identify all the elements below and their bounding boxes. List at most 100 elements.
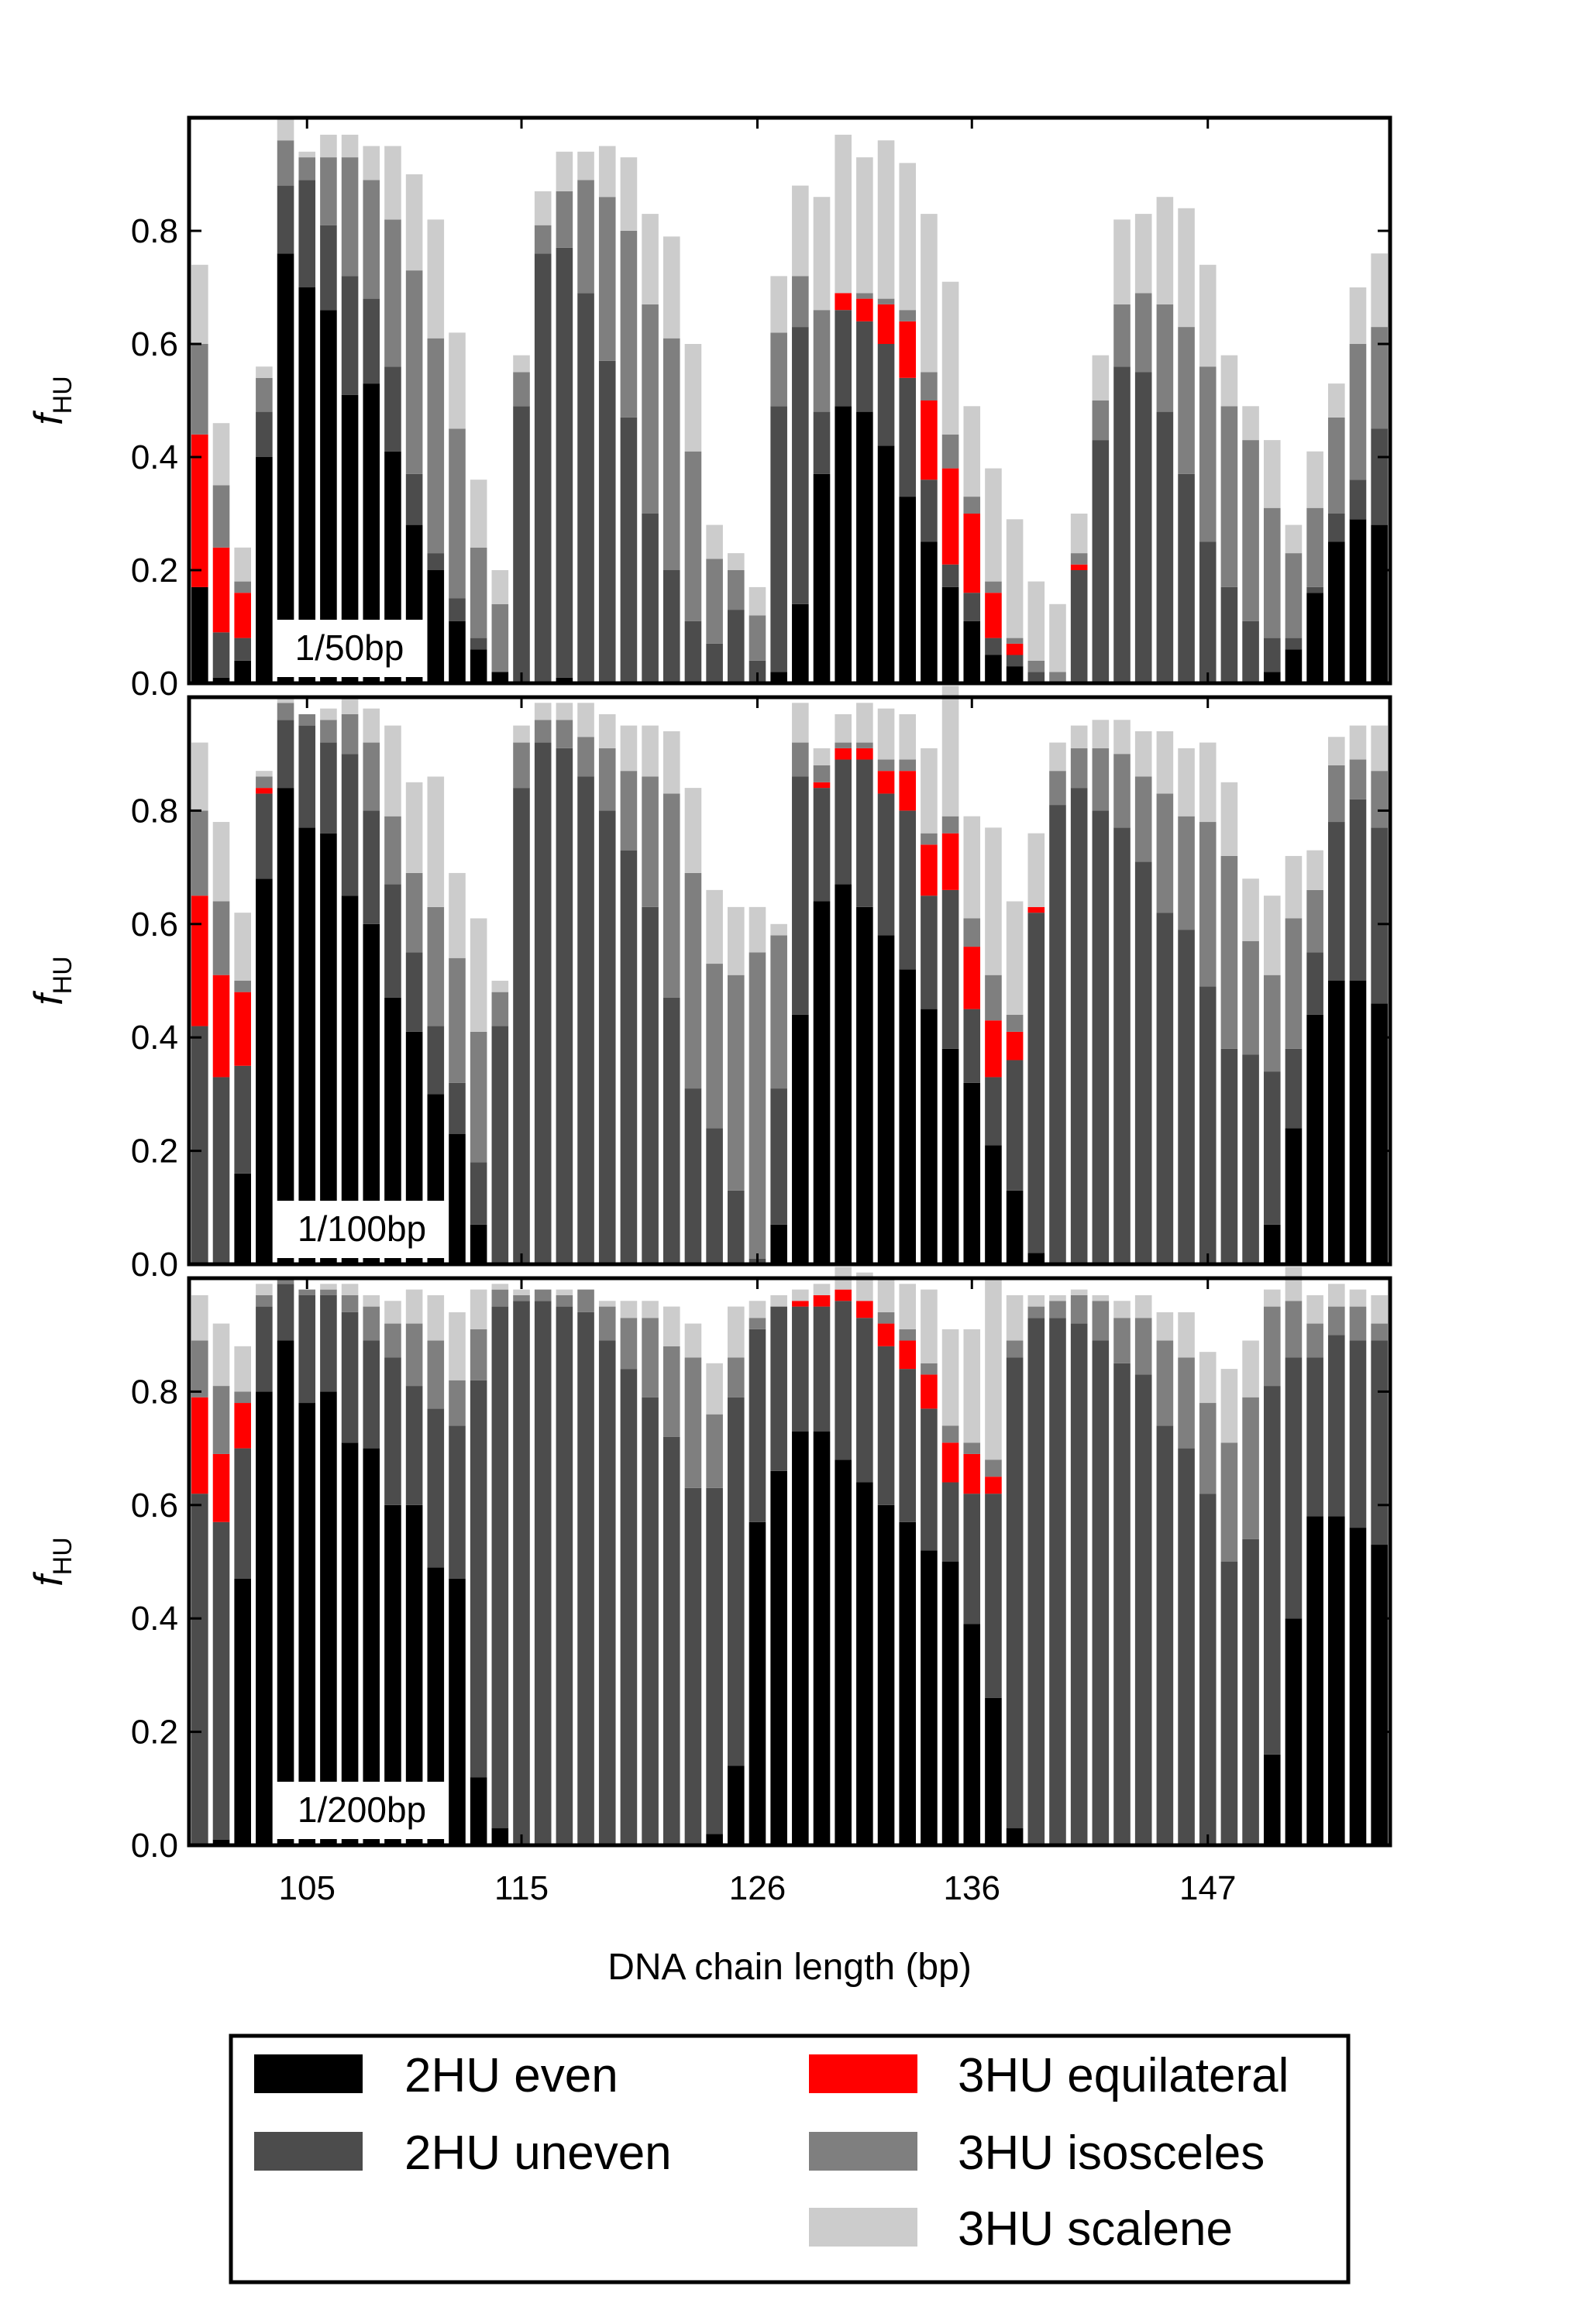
bar-segment-3hu-scalene	[1306, 850, 1323, 890]
bar-segment-2hu-uneven	[1049, 805, 1066, 1264]
bar-segment-3hu-equilateral	[899, 321, 917, 378]
bar-segment-2hu-even	[941, 586, 959, 683]
bar-segment-2hu-even	[985, 1697, 1002, 1845]
bar-segment-3hu-isosceles	[1371, 327, 1388, 429]
legend-swatch-2hu-uneven	[254, 2132, 363, 2171]
bar-segment-3hu-isosceles	[728, 1357, 745, 1397]
bar-segment-2hu-uneven	[427, 1408, 445, 1568]
bar-segment-3hu-scalene	[985, 1278, 1002, 1460]
bar-segment-3hu-scalene	[470, 918, 487, 1032]
bar-segment-2hu-uneven	[341, 276, 359, 395]
bar-segment-2hu-uneven	[470, 1380, 487, 1778]
bar-segment-2hu-even	[1285, 1618, 1303, 1845]
bar-segment-3hu-equilateral	[1006, 1031, 1024, 1061]
bar-segment-2hu-uneven	[642, 514, 659, 683]
bar-segment-3hu-isosceles	[1070, 553, 1088, 565]
bar-segment-2hu-even	[1006, 1828, 1024, 1845]
bar-segment-2hu-uneven	[1199, 541, 1217, 683]
bar-segment-2hu-uneven	[921, 480, 938, 542]
bar-segment-3hu-scalene	[405, 174, 423, 271]
bar-segment-3hu-isosceles	[256, 1294, 273, 1307]
bar-segment-3hu-scalene	[662, 1306, 680, 1346]
bar-segment-3hu-scalene	[556, 151, 573, 191]
bar-segment-3hu-isosceles	[792, 742, 809, 777]
bar-segment-3hu-isosceles	[749, 952, 766, 1259]
bar-segment-3hu-equilateral	[234, 1403, 251, 1449]
bar-segment-3hu-isosceles	[1006, 1014, 1024, 1032]
bar-segment-3hu-isosceles	[491, 1289, 509, 1307]
bar-segment-3hu-scalene	[1306, 1294, 1323, 1324]
bar-segment-3hu-equilateral	[921, 844, 938, 896]
y-tick-label: 0.4	[131, 438, 178, 476]
bar-segment-2hu-uneven	[1199, 1494, 1217, 1845]
bar-segment-3hu-scalene	[792, 185, 809, 277]
bar-segment-2hu-uneven	[1263, 638, 1281, 672]
bar-segment-3hu-scalene	[212, 822, 230, 902]
bar-segment-3hu-isosceles	[899, 310, 917, 321]
bar-segment-3hu-isosceles	[1220, 855, 1238, 1049]
bar-segment-2hu-uneven	[256, 411, 273, 457]
bar-segment-3hu-scalene	[1328, 383, 1345, 418]
bar-segment-2hu-uneven	[341, 1312, 359, 1443]
bar-segment-3hu-isosceles	[1242, 1397, 1259, 1539]
legend-swatch-2hu-even	[254, 2054, 363, 2093]
bar-segment-3hu-isosceles	[1220, 1442, 1238, 1562]
bar-segment-3hu-scalene	[1242, 878, 1259, 941]
bar-segment-3hu-equilateral	[813, 1294, 831, 1307]
bar-segment-3hu-scalene	[620, 157, 638, 231]
bar-segment-3hu-scalene	[534, 703, 552, 720]
bar-segment-3hu-isosceles	[320, 720, 337, 743]
bar-segment-2hu-even	[1263, 1224, 1281, 1264]
bar-segment-3hu-scalene	[1049, 742, 1066, 772]
bar-segment-2hu-uneven	[1285, 638, 1303, 650]
bar-segment-2hu-uneven	[1285, 1357, 1303, 1619]
bar-segment-3hu-isosceles	[963, 1442, 981, 1454]
bar-segment-3hu-isosceles	[1113, 304, 1131, 367]
bar-segment-3hu-isosceles	[963, 918, 981, 947]
bar-segment-2hu-uneven	[985, 1494, 1002, 1698]
bar-segment-2hu-even	[277, 788, 294, 1264]
bar-segment-3hu-scalene	[1285, 855, 1303, 919]
bar-segment-3hu-isosceles	[556, 1294, 573, 1307]
bar-segment-3hu-scalene	[813, 1284, 831, 1295]
bar-segment-2hu-uneven	[556, 247, 573, 678]
y-tick-label: 0.0	[131, 1246, 178, 1284]
bar-segment-3hu-scalene	[792, 703, 809, 743]
bar-segment-3hu-isosceles	[534, 1289, 552, 1301]
bar-segment-2hu-uneven	[728, 610, 745, 683]
bar-segment-2hu-uneven	[1306, 952, 1323, 1015]
bar-segment-3hu-isosceles	[620, 1318, 638, 1370]
bar-segment-2hu-even	[405, 1504, 423, 1845]
bar-segment-3hu-isosceles	[877, 1312, 895, 1324]
bar-segment-2hu-uneven	[620, 850, 638, 1264]
panel-3-y-label: fHU	[26, 1537, 77, 1587]
bar-segment-3hu-isosceles	[1027, 660, 1045, 672]
bar-segment-3hu-scalene	[662, 236, 680, 339]
panel-2-frame	[187, 695, 1392, 1267]
bar-segment-3hu-equilateral	[963, 514, 981, 593]
bar-segment-2hu-even	[728, 1765, 745, 1845]
bar-segment-2hu-uneven	[792, 327, 809, 604]
bar-segment-3hu-isosceles	[706, 1414, 723, 1488]
bar-segment-2hu-even	[899, 1521, 917, 1845]
bar-segment-3hu-isosceles	[212, 901, 230, 975]
bar-segment-2hu-uneven	[1220, 1048, 1238, 1264]
bar-segment-3hu-isosceles	[405, 1323, 423, 1387]
panel-1-y-label: fHU	[26, 376, 77, 425]
bar-segment-2hu-even	[491, 672, 509, 683]
bar-segment-3hu-isosceles	[341, 1294, 359, 1312]
bar-segment-2hu-uneven	[598, 360, 616, 683]
bar-segment-3hu-equilateral	[234, 992, 251, 1066]
bar-segment-3hu-isosceles	[941, 1425, 959, 1443]
bar-segment-3hu-isosceles	[1199, 822, 1217, 987]
bar-segment-2hu-uneven	[835, 1301, 852, 1460]
bar-segment-3hu-equilateral	[835, 748, 852, 760]
bar-segment-2hu-uneven	[384, 1357, 401, 1505]
bar-segment-3hu-scalene	[470, 480, 487, 548]
bar-segment-2hu-uneven	[813, 411, 831, 474]
bar-segment-3hu-isosceles	[728, 570, 745, 610]
bar-segment-3hu-scalene	[1306, 451, 1323, 508]
bar-segment-3hu-isosceles	[256, 377, 273, 412]
bar-segment-3hu-scalene	[941, 1329, 959, 1426]
bar-segment-3hu-isosceles	[427, 338, 445, 554]
